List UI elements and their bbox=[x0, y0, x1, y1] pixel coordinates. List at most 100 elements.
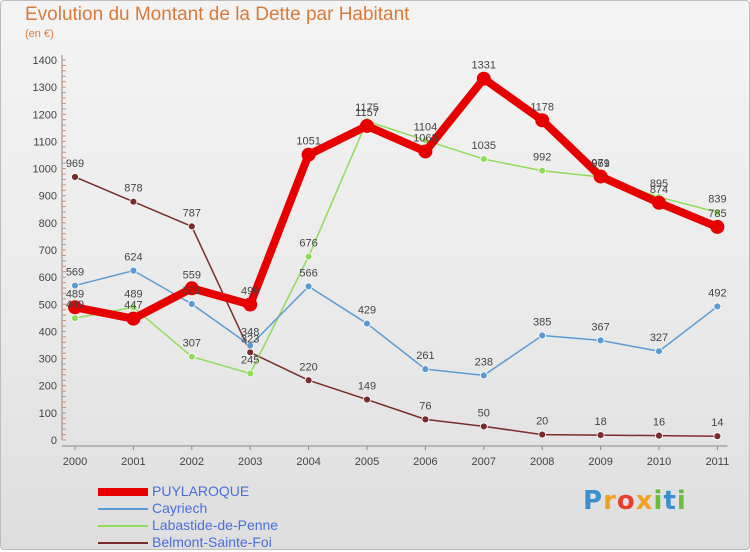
y-tick-label: 700 bbox=[39, 245, 57, 257]
data-label: 1035 bbox=[472, 140, 496, 152]
data-point bbox=[710, 219, 725, 234]
data-point bbox=[421, 136, 430, 145]
data-label: 1104 bbox=[414, 121, 438, 133]
series-line-3 bbox=[74, 176, 718, 437]
data-label: 1051 bbox=[296, 136, 320, 148]
logo-letter: t bbox=[663, 486, 677, 516]
x-tick-label: 2006 bbox=[413, 456, 437, 468]
data-point bbox=[71, 173, 79, 181]
data-label: 149 bbox=[358, 381, 376, 393]
data-label: 238 bbox=[475, 356, 493, 368]
data-point bbox=[246, 369, 255, 378]
x-tick-label: 2010 bbox=[647, 456, 671, 468]
data-point bbox=[360, 118, 374, 133]
data-label: 1157 bbox=[355, 107, 379, 119]
data-point bbox=[187, 222, 196, 231]
data-point bbox=[538, 430, 547, 439]
data-point bbox=[421, 415, 430, 424]
data-point bbox=[652, 195, 666, 210]
legend-swatch bbox=[98, 525, 148, 527]
y-tick-label: 1000 bbox=[33, 164, 57, 176]
data-label: 969 bbox=[66, 158, 84, 170]
x-tick-label: 2001 bbox=[121, 456, 145, 468]
x-tick-label: 2004 bbox=[296, 456, 320, 468]
data-point bbox=[68, 300, 82, 315]
data-point bbox=[304, 282, 313, 291]
series-line-1 bbox=[74, 269, 718, 377]
data-label: 429 bbox=[358, 305, 376, 317]
data-point bbox=[363, 395, 371, 404]
chart-title: Evolution du Montant de la Dette par Hab… bbox=[25, 4, 410, 25]
data-label: 449 bbox=[66, 299, 84, 311]
data-label: 14 bbox=[711, 417, 723, 429]
data-point bbox=[476, 71, 491, 86]
data-point bbox=[71, 281, 79, 290]
data-label: 787 bbox=[183, 207, 201, 219]
x-tick-label: 2000 bbox=[63, 456, 87, 468]
data-label: 327 bbox=[650, 332, 668, 344]
data-point bbox=[184, 281, 199, 296]
x-tick-label: 2003 bbox=[238, 456, 262, 468]
data-point bbox=[243, 297, 258, 312]
data-point bbox=[713, 208, 722, 217]
data-point bbox=[187, 300, 196, 308]
logo-letter: o bbox=[616, 486, 636, 516]
y-tick-label: 1400 bbox=[33, 55, 57, 67]
data-label: 18 bbox=[594, 416, 606, 428]
data-point bbox=[479, 155, 488, 163]
data-label: 76 bbox=[419, 400, 431, 412]
y-tick-label: 1300 bbox=[33, 82, 57, 94]
data-label: 16 bbox=[653, 417, 665, 429]
x-tick-label: 2011 bbox=[706, 456, 730, 468]
data-label: 569 bbox=[66, 267, 84, 279]
legend-label: Cayriech bbox=[152, 500, 208, 516]
data-point bbox=[538, 166, 547, 175]
data-point bbox=[713, 432, 722, 441]
data-point bbox=[71, 314, 79, 323]
data-point bbox=[655, 347, 663, 356]
data-label: 1175 bbox=[355, 102, 379, 114]
data-label: 878 bbox=[124, 183, 142, 195]
series-line-0 bbox=[74, 74, 719, 323]
y-tick-label: 400 bbox=[39, 326, 57, 338]
data-label: 785 bbox=[708, 208, 726, 220]
logo-letter: i bbox=[653, 486, 664, 516]
data-label: 492 bbox=[708, 287, 726, 299]
proxiti-logo: Proxiti bbox=[583, 486, 687, 516]
legend-swatch bbox=[98, 488, 148, 496]
data-label: 1331 bbox=[472, 60, 496, 72]
data-point bbox=[126, 311, 141, 326]
data-label: 971 bbox=[591, 157, 609, 169]
data-label: 624 bbox=[124, 252, 142, 264]
data-point bbox=[713, 302, 722, 311]
y-tick-label: 600 bbox=[39, 272, 57, 284]
data-point bbox=[593, 169, 608, 184]
data-point bbox=[129, 303, 138, 312]
data-point bbox=[479, 371, 488, 380]
data-point bbox=[538, 331, 547, 340]
data-point bbox=[304, 252, 313, 261]
x-tick-label: 2009 bbox=[588, 456, 612, 468]
x-tick-label: 2002 bbox=[180, 456, 204, 468]
data-label: 367 bbox=[591, 321, 609, 333]
logo-letter: P bbox=[583, 486, 604, 516]
data-label: 261 bbox=[416, 350, 434, 362]
data-label: 323 bbox=[241, 333, 259, 345]
series-line-2 bbox=[74, 120, 718, 375]
legend-label: Labastide-de-Penne bbox=[152, 517, 279, 533]
y-tick-label: 200 bbox=[39, 381, 57, 393]
logo-letter: x bbox=[635, 486, 654, 516]
x-tick-label: 2008 bbox=[530, 456, 554, 468]
data-label: 566 bbox=[299, 267, 317, 279]
y-tick-label: 300 bbox=[39, 354, 57, 366]
data-label: 969 bbox=[591, 158, 609, 170]
data-label: 874 bbox=[650, 184, 668, 196]
data-label: 245 bbox=[241, 355, 259, 367]
data-point bbox=[363, 319, 371, 328]
data-label: 307 bbox=[183, 338, 201, 350]
data-label: 895 bbox=[650, 178, 668, 190]
logo-letter: i bbox=[676, 486, 687, 516]
data-point bbox=[301, 147, 316, 162]
data-point bbox=[596, 336, 605, 345]
